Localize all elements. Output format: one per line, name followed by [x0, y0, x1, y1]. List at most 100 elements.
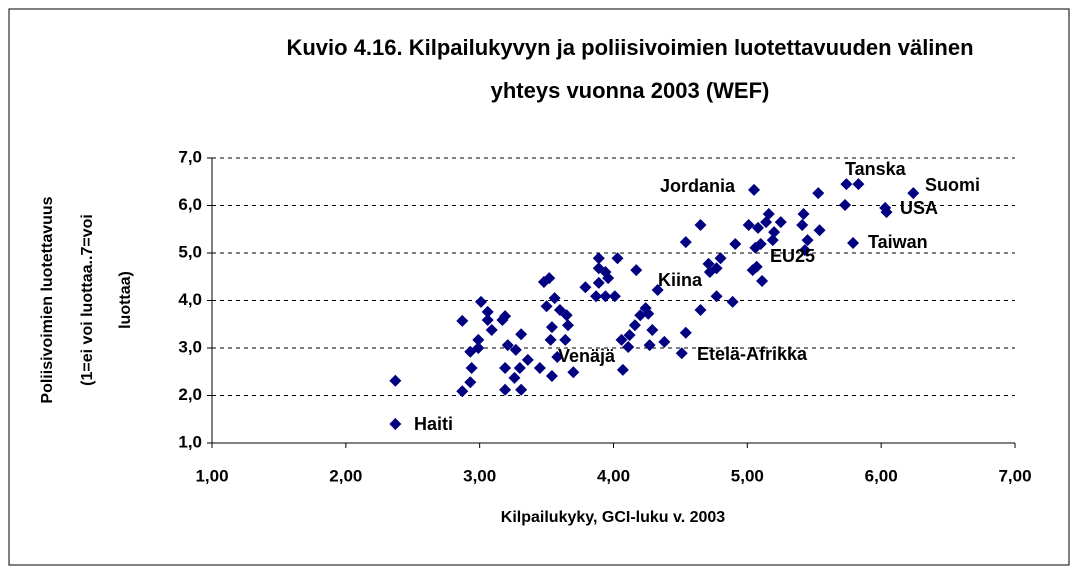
point [714, 252, 727, 265]
point [754, 237, 767, 250]
point [543, 272, 556, 285]
point [748, 183, 761, 196]
annotation: Suomi [925, 175, 980, 195]
point [475, 295, 488, 308]
point [481, 313, 494, 326]
point [540, 300, 553, 313]
point [694, 304, 707, 316]
point [797, 208, 810, 221]
point [592, 276, 605, 289]
annotation: USA [900, 198, 938, 218]
y-axis-label-line: luottaa) [117, 271, 134, 329]
y-tick-label: 2,0 [178, 385, 202, 404]
annotation: EU25 [770, 246, 815, 266]
point [675, 347, 688, 360]
point [694, 218, 707, 231]
point [513, 361, 526, 374]
point [729, 237, 742, 250]
point [592, 252, 605, 265]
point [768, 226, 781, 239]
point [456, 314, 469, 327]
chart-title: Kuvio 4.16. Kilpailukyvyn ja poliisivoim… [286, 35, 973, 60]
point [472, 333, 485, 346]
point [622, 341, 635, 354]
x-tick-label: 4,00 [597, 466, 630, 485]
point [679, 326, 692, 339]
point [710, 290, 723, 303]
x-axis-label: Kilpailukyky, GCI-luku v. 2003 [501, 509, 725, 526]
point [548, 292, 561, 305]
point [501, 339, 514, 352]
point [634, 309, 647, 322]
y-tick-label: 4,0 [178, 290, 202, 309]
annotation: Tanska [845, 159, 907, 179]
point [544, 333, 557, 346]
y-axis-label: Poliisivoimien luotettavuus (1=ei voi lu… [39, 196, 134, 403]
point [812, 187, 825, 200]
point [499, 361, 512, 374]
annotation: Kiina [658, 270, 703, 290]
point [742, 218, 755, 231]
point [643, 339, 656, 352]
point [508, 371, 521, 384]
point [496, 313, 509, 326]
chart-title: yhteys vuonna 2003 (WEF) [491, 78, 770, 103]
point [907, 187, 920, 200]
point [579, 281, 592, 294]
point [798, 244, 811, 257]
point [726, 295, 739, 308]
point [521, 353, 534, 366]
point [646, 323, 659, 336]
annotation: Venäjä [558, 346, 616, 366]
point [515, 383, 528, 396]
annotation: Jordania [660, 176, 736, 196]
point [560, 309, 573, 322]
point [559, 333, 572, 346]
point [651, 284, 664, 297]
point [679, 236, 692, 249]
y-axis-label-line: Poliisivoimien luotettavuus [39, 196, 56, 403]
annotation: Haiti [414, 414, 453, 434]
point [756, 275, 769, 288]
point [499, 383, 512, 396]
point [796, 218, 809, 231]
point [616, 363, 629, 376]
point [465, 361, 478, 374]
point [567, 366, 580, 379]
point [509, 343, 522, 356]
point [590, 290, 603, 303]
x-tick-label: 3,00 [463, 466, 496, 485]
x-tick-label: 1,00 [195, 466, 228, 485]
point [608, 290, 621, 303]
point [599, 290, 612, 303]
point [880, 206, 893, 219]
point [456, 385, 469, 398]
point [852, 178, 865, 191]
chart-frame [8, 8, 1070, 566]
point [623, 329, 636, 342]
x-tick-label: 6,00 [865, 466, 898, 485]
point [847, 237, 860, 250]
annotation: Etelä-Afrikka [697, 344, 808, 364]
point [750, 260, 763, 273]
point [628, 319, 641, 332]
point [545, 370, 558, 383]
point [840, 178, 853, 191]
point [602, 272, 615, 285]
x-tick-label: 2,00 [329, 466, 362, 485]
y-tick-label: 5,0 [178, 242, 202, 261]
point [766, 234, 779, 247]
point [472, 342, 485, 354]
point [839, 199, 852, 212]
point [702, 257, 715, 270]
point [611, 252, 624, 265]
point [485, 323, 498, 336]
point [481, 305, 494, 318]
point [464, 376, 477, 389]
point [533, 361, 546, 374]
y-axis-label-line: (1=ei voi luottaa..7=voi [79, 214, 96, 386]
point [561, 319, 574, 332]
x-tick-label: 7,00 [998, 466, 1031, 485]
